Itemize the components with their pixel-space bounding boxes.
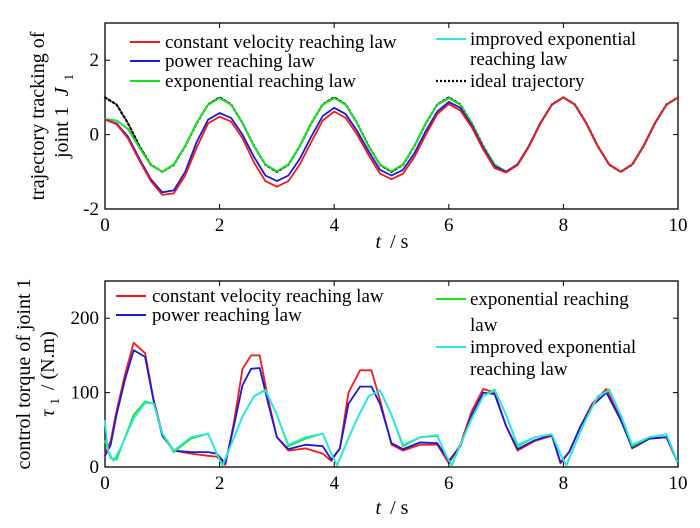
top-legend-item-constant: constant velocity reaching law	[130, 32, 397, 53]
top-series-constant	[104, 96, 679, 196]
top-xlabel-italic: t	[376, 231, 382, 253]
bottom-legend-item-constant: constant velocity reaching law	[116, 286, 384, 307]
bottom-ylabel-unit: / (N.m)	[37, 331, 59, 390]
bottom-series-improved	[104, 389, 679, 467]
top-legend-label-improved-line2: reaching law	[470, 49, 568, 70]
bottom-series-power	[104, 349, 679, 465]
top-x-tick-label: 10	[669, 215, 688, 236]
bottom-series-constant	[104, 341, 679, 466]
top-plot-area	[103, 96, 680, 196]
top-x-tick-label: 4	[329, 215, 339, 236]
bottom-xlabel-italic: t	[376, 497, 382, 519]
top-series-power	[104, 96, 679, 194]
bottom-legend-label-exponential-line2: law	[470, 315, 498, 336]
bottom-legend-item-exponential: exponential reaching law	[436, 289, 629, 336]
top-chart: 0 2 4 6 8 10-202 trajectory tracking of joint…	[27, 22, 688, 253]
svg-text:control torque of joint 1: control torque of joint 1	[13, 278, 35, 469]
bottom-legend: constant velocity reaching law power rea…	[116, 286, 636, 380]
bottom-y-tick-label: 200	[71, 308, 100, 329]
top-ylabel-sub: 1	[61, 74, 76, 81]
bottom-x-tick-label: 10	[669, 473, 688, 494]
bottom-legend-item-power: power reaching law	[116, 305, 302, 326]
top-x-tick-label: 2	[215, 215, 225, 236]
top-x-tick-label: 8	[559, 215, 569, 236]
svg-text:trajectory tracking of: trajectory tracking of	[27, 31, 49, 200]
bottom-x-tick-label: 0	[100, 473, 110, 494]
top-ticks: 0 2 4 6 8 10-202	[83, 23, 688, 236]
bottom-legend-label-improved: improved exponential	[470, 337, 636, 358]
top-x-tick-label: 6	[444, 215, 454, 236]
bottom-x-tick-label: 2	[215, 473, 225, 494]
bottom-x-tick-label: 8	[559, 473, 569, 494]
top-x-axis-label: t / s	[376, 231, 409, 253]
bottom-xlabel-unit: / s	[390, 497, 409, 519]
svg-text:joint 1 J 1: joint 1 J 1	[51, 74, 76, 159]
top-xlabel-unit: / s	[390, 231, 409, 253]
bottom-x-axis-label: t / s	[376, 497, 409, 519]
bottom-y-tick-label: 100	[71, 383, 100, 404]
top-plot-frame	[104, 22, 679, 210]
bottom-y-axis-label: control torque of joint 1 τ 1 / (N.m)	[13, 278, 64, 469]
top-legend-label-ideal: ideal trajectory	[470, 71, 585, 92]
bottom-ylabel-symbol: τ	[37, 409, 59, 417]
top-ylabel-symbol: J	[51, 86, 73, 96]
bottom-x-tick-label: 4	[329, 473, 339, 494]
bottom-legend-item-improved: improved exponential reaching law	[436, 337, 636, 380]
top-y-tick-label: -2	[83, 199, 99, 220]
bottom-plot-frame	[104, 280, 679, 468]
top-legend-label-improved: improved exponential	[470, 29, 636, 50]
top-legend-item-exponential: exponential reaching law	[130, 71, 356, 92]
top-legend-label-constant: constant velocity reaching law	[165, 32, 397, 53]
bottom-legend-label-constant: constant velocity reaching law	[152, 286, 384, 307]
top-legend-label-power: power reaching law	[165, 51, 315, 72]
top-ylabel-line1: trajectory tracking of	[27, 31, 49, 200]
top-legend: constant velocity reaching law power rea…	[130, 29, 636, 92]
top-legend-item-ideal: ideal trajectory	[436, 71, 585, 92]
top-y-axis-label: trajectory tracking of joint 1 J 1	[27, 31, 76, 200]
bottom-ylabel-sub: 1	[47, 398, 62, 405]
bottom-x-tick-label: 6	[444, 473, 454, 494]
top-ylabel-line2: joint 1	[51, 106, 73, 159]
top-y-tick-label: 0	[90, 125, 100, 146]
bottom-y-tick-label: 0	[90, 457, 100, 478]
top-legend-item-power: power reaching law	[130, 51, 315, 72]
bottom-ylabel-line1: control torque of joint 1	[13, 278, 35, 469]
svg-text:τ 1 / (N.m): τ 1 / (N.m)	[37, 331, 64, 417]
bottom-plot-area	[104, 341, 679, 467]
top-y-tick-label: 2	[90, 50, 100, 71]
bottom-legend-label-power: power reaching law	[152, 305, 302, 326]
bottom-legend-label-exponential: exponential reaching	[470, 289, 629, 310]
top-legend-label-exponential: exponential reaching law	[165, 71, 356, 92]
top-x-tick-label: 0	[100, 215, 110, 236]
top-legend-item-improved: improved exponential reaching law	[436, 29, 636, 70]
bottom-legend-label-improved-line2: reaching law	[470, 359, 568, 380]
